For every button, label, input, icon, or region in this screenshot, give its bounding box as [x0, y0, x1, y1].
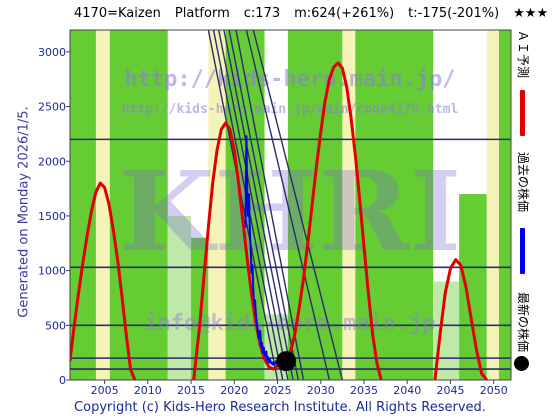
legend-label-latest: 最新の株価: [516, 292, 530, 353]
x-tick-label-2020: 2020: [220, 384, 248, 397]
copyright-footer: Copyright (c) Kids-Hero Research Institu…: [74, 400, 486, 415]
min-forecast: t:-175(-201%): [408, 6, 500, 21]
forecast-curve-3: [433, 258, 489, 380]
band-12: [459, 194, 487, 380]
latest-price-marker: [276, 351, 297, 372]
x-tick-label-2045: 2045: [436, 384, 464, 397]
band-13: [486, 30, 499, 380]
legend-label-forecast: ＡＩ予測: [516, 30, 530, 79]
trend-line-5: [235, 30, 305, 380]
trend-line-6: [245, 30, 331, 380]
stock-code-name: 4170=Kaizen: [74, 6, 161, 21]
rating-stars: ★★★: [513, 6, 549, 21]
forecast-curve-1: [192, 121, 279, 380]
legend-swatch-forecast: [520, 90, 525, 136]
band-10: [355, 30, 434, 380]
band-1: [95, 30, 110, 380]
trend-lines: [207, 30, 344, 380]
generated-date-text: Generated on Monday 2026/1/5.: [16, 106, 32, 318]
x-tick-label-2025: 2025: [264, 384, 292, 397]
legend-item-past: 過去の株価: [514, 152, 560, 282]
y-tick-label-1500: 1500: [38, 210, 66, 223]
x-tick-label-2040: 2040: [393, 384, 421, 397]
current-price: c:173: [243, 6, 281, 21]
legend-label-past: 過去の株価: [516, 152, 530, 213]
series-lines: [70, 61, 489, 380]
x-axis: 2005 2010 2015 2020 2025 2030 2035 2040 2045 2050: [91, 380, 508, 397]
forecast-curve-2: [276, 61, 383, 380]
band-14: [498, 30, 511, 380]
trend-line-2: [218, 30, 289, 380]
band-5: [208, 30, 226, 380]
watermark-url-main: http://kids-hero.main.jp/: [124, 67, 455, 92]
plot-frame: [69, 29, 512, 381]
legend-marker-latest: [514, 356, 529, 371]
x-tick-label-2010: 2010: [134, 384, 162, 397]
watermark-email: info@kids-hero.main.jp: [144, 311, 435, 336]
y-tick-label-3000: 3000: [38, 46, 66, 59]
y-tick-label-500: 500: [45, 319, 66, 332]
x-tick-label-2035: 2035: [350, 384, 378, 397]
y-tick-label-1000: 1000: [38, 265, 66, 278]
trend-line-4: [228, 30, 299, 380]
legend-swatch-past: [520, 228, 525, 274]
legend-item-forecast: ＡＩ予測: [514, 30, 560, 140]
trend-line-0: [207, 30, 279, 380]
band-2: [109, 30, 168, 380]
max-forecast: m:624(+261%): [294, 6, 395, 21]
x-tick-label-2030: 2030: [307, 384, 335, 397]
y-tick-label-2500: 2500: [38, 101, 66, 114]
past-price-line-4: [244, 135, 287, 366]
y-tick-label-2000: 2000: [38, 155, 66, 168]
trend-line-7: [252, 30, 344, 380]
market-name: Platform: [174, 6, 230, 21]
chart-header: 4170=Kaizen Platform c:173 m:624(+261%) t:-1…: [74, 6, 548, 28]
y-axis: 0 500 1000 1500 2000 2500 3000: [38, 46, 70, 387]
latest-marker-group: [276, 351, 297, 372]
legend: ＡＩ予測 過去の株価 最新の株価: [514, 28, 560, 378]
trend-line-3: [223, 30, 294, 380]
x-tick-label-2050: 2050: [480, 384, 508, 397]
legend-item-latest: 最新の株価: [514, 292, 560, 378]
y-tick-label-0: 0: [59, 374, 66, 387]
forecast-curve-0: [70, 181, 137, 380]
watermark-url-code: http://kids-hero.main.jp/main/code4170.h…: [122, 102, 459, 117]
x-tick-label-2015: 2015: [177, 384, 205, 397]
x-tick-label-2005: 2005: [91, 384, 119, 397]
band-3: [167, 215, 192, 380]
